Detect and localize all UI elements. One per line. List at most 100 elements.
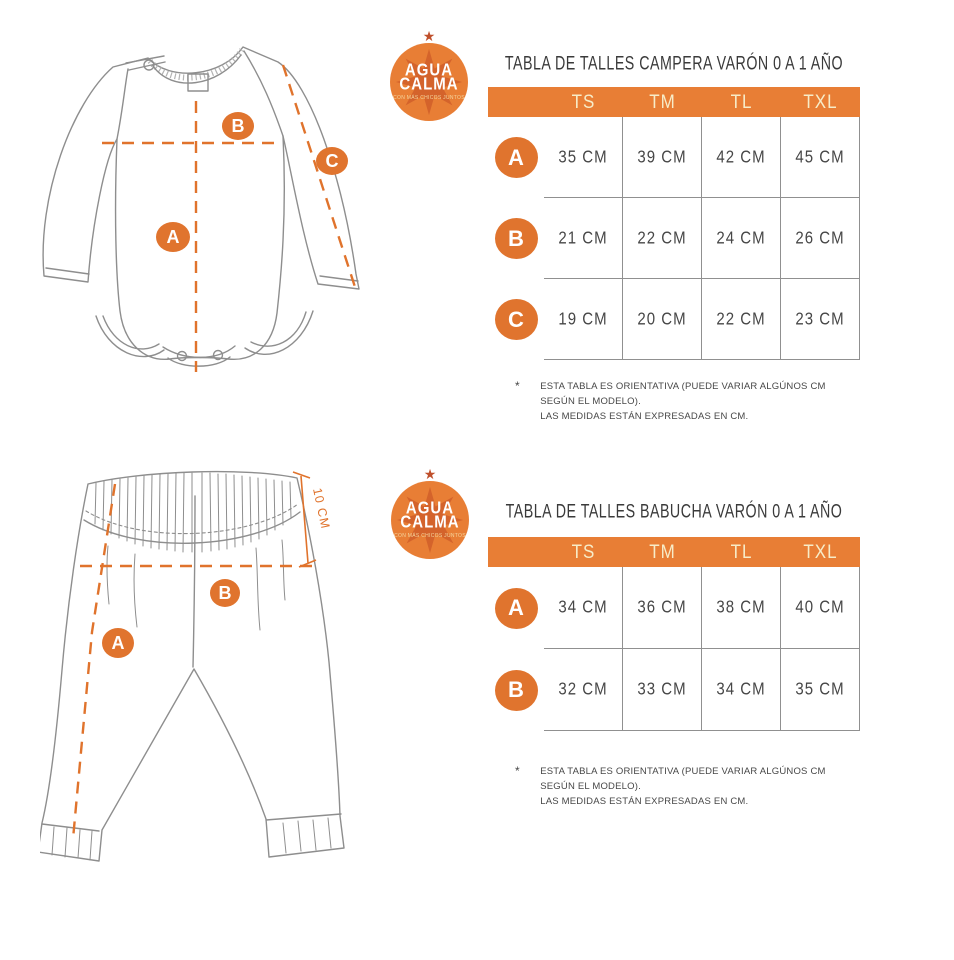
brand-name-line2: CALMA [399, 74, 459, 94]
table-row: B 21 CM 22 CM 24 CM 26 CM [488, 198, 860, 279]
bodysuit-outline [42, 46, 360, 361]
cell-value: 22 CM [716, 309, 766, 329]
table-cell: 39 CM [623, 117, 702, 198]
table-cell: 19 CM [544, 279, 623, 360]
brand-tagline: CON MÁS CHICOS JUNTOS [394, 532, 466, 539]
col-header-tm: TM [649, 90, 676, 113]
cell-value: 19 CM [558, 309, 608, 329]
footnote: * ESTA TABLA ES ORIENTATIVA (PUEDE VARIA… [488, 764, 860, 810]
footnote-line2: LAS MEDIDAS ESTÁN EXPRESADAS EN CM. [540, 796, 749, 808]
marker-letter-c: C [326, 151, 339, 171]
brand-name-line2: CALMA [400, 512, 460, 532]
table-cell: 20 CM [623, 279, 702, 360]
size-table-campera: TS TM TL TXL A 35 CM 39 CM 42 CM 45 CM B… [488, 87, 860, 360]
marker-badge-a [102, 628, 134, 658]
col-header-txl: TXL [803, 540, 838, 563]
table-row: C 19 CM 20 CM 22 CM 23 CM [488, 279, 860, 360]
footnote-line1: ESTA TABLA ES ORIENTATIVA (PUEDE VARIAR … [540, 766, 826, 793]
row-label-cell: B [488, 198, 544, 279]
table-cell: 21 CM [544, 198, 623, 279]
cell-value: 45 CM [795, 147, 845, 167]
table-cell: 34 CM [544, 567, 623, 649]
marker-letter-a: A [112, 633, 125, 653]
starburst-icon [395, 48, 463, 116]
row-label-cell: C [488, 279, 544, 360]
shoulder-snap [143, 59, 155, 71]
table-cell: 38 CM [702, 567, 781, 649]
table-cell: 23 CM [781, 279, 860, 360]
table-cell: 35 CM [544, 117, 623, 198]
table-cell: 22 CM [623, 198, 702, 279]
section-title-babucha: TABLA DE TALLES BABUCHA VARÓN 0 A 1 AÑO [505, 500, 843, 523]
waistband-measure-bracket [292, 471, 317, 568]
col-header-tm: TM [649, 540, 676, 563]
waistband-measure-label: 10 CM [310, 487, 332, 531]
pants-diagram: 10 CM A B [40, 470, 345, 862]
brand-logo: ★ AGUA CALMA CON MÁS CHICOS JUNTOS [389, 466, 471, 559]
brand-name-line1: AGUA [404, 60, 454, 80]
table-cell: 36 CM [623, 567, 702, 649]
logo-circle: AGUA CALMA CON MÁS CHICOS JUNTOS [390, 43, 468, 121]
row-badge: A [494, 587, 538, 629]
col-header-tl: TL [730, 90, 753, 113]
measure-line-a [71, 483, 117, 840]
cuff-ribbing [51, 817, 332, 861]
footnote: * ESTA TABLA ES ORIENTATIVA (PUEDE VARIA… [488, 379, 860, 425]
star-icon: ★ [422, 28, 436, 44]
footnote-line1: ESTA TABLA ES ORIENTATIVA (PUEDE VARIAR … [540, 381, 826, 408]
cell-value: 32 CM [558, 679, 608, 700]
bodysuit-diagram: A B C [42, 46, 360, 372]
cell-value: 40 CM [795, 597, 845, 618]
crotch-snap [212, 349, 224, 361]
cell-value: 34 CM [558, 597, 608, 618]
table-cell: 26 CM [781, 198, 860, 279]
marker-letter-a: A [167, 227, 180, 247]
footnote-text: ESTA TABLA ES ORIENTATIVA (PUEDE VARIAR … [540, 379, 860, 425]
table-cell: 35 CM [781, 649, 860, 731]
marker-letter-b: B [232, 116, 245, 136]
table-header: TS TM TL TXL [488, 87, 860, 117]
row-label-cell: B [488, 649, 544, 731]
asterisk: * [515, 379, 520, 393]
row-badge: C [494, 299, 538, 340]
col-header-ts: TS [571, 90, 596, 113]
table-row: B 32 CM 33 CM 34 CM 35 CM [488, 649, 860, 731]
col-header-tl: TL [730, 540, 753, 563]
table-row: A 34 CM 36 CM 38 CM 40 CM [488, 567, 860, 649]
table-cell: 34 CM [702, 649, 781, 731]
cell-value: 35 CM [558, 147, 608, 167]
footnote-line2: LAS MEDIDAS ESTÁN EXPRESADAS EN CM. [540, 411, 749, 423]
crotch-snap [176, 350, 188, 362]
neck-tag [187, 73, 209, 92]
table-cell: 42 CM [702, 117, 781, 198]
row-badge: B [494, 669, 538, 711]
brand-logo: ★ AGUA CALMA CON MÁS CHICOS JUNTOS [388, 28, 470, 121]
table-cell: 22 CM [702, 279, 781, 360]
cell-value: 34 CM [716, 679, 766, 700]
table-header: TS TM TL TXL [488, 537, 860, 567]
table-cell: 24 CM [702, 198, 781, 279]
cell-value: 26 CM [795, 228, 845, 248]
marker-badge-b [222, 112, 254, 140]
table-cell: 45 CM [781, 117, 860, 198]
col-header-txl: TXL [803, 90, 838, 113]
starburst-icon [396, 486, 464, 554]
bodysuit-details [45, 48, 359, 367]
marker-badge-b [210, 579, 240, 607]
section-title-campera: TABLA DE TALLES CAMPERA VARÓN 0 A 1 AÑO [504, 52, 844, 75]
table-cell: 33 CM [623, 649, 702, 731]
table-cell: 40 CM [781, 567, 860, 649]
row-label-cell: A [488, 567, 544, 649]
col-header-ts: TS [571, 540, 596, 563]
cell-value: 23 CM [795, 309, 845, 329]
cell-value: 20 CM [637, 309, 687, 329]
marker-badge-a [156, 222, 190, 252]
cell-value: 38 CM [716, 597, 766, 618]
asterisk: * [515, 764, 520, 778]
footnote-text: ESTA TABLA ES ORIENTATIVA (PUEDE VARIAR … [540, 764, 860, 810]
star-icon: ★ [423, 466, 437, 482]
marker-letter-b: B [219, 583, 232, 603]
pants-measure-lines: 10 CM A B [71, 471, 332, 840]
cell-value: 39 CM [637, 147, 687, 167]
